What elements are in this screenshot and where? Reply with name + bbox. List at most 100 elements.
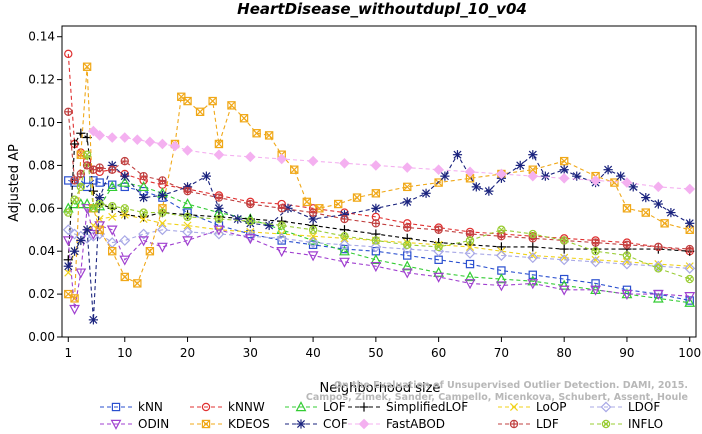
data-point-odin xyxy=(106,225,118,236)
data-point-kdeos xyxy=(120,272,129,282)
legend-label: LOF xyxy=(323,400,346,414)
legend-marker xyxy=(601,419,611,429)
data-point-inflo xyxy=(685,274,694,284)
legend-label: INFLO xyxy=(628,417,663,431)
x-tick-label: 50 xyxy=(368,346,383,360)
data-point-inflo xyxy=(108,201,117,211)
data-point-lof xyxy=(119,176,131,187)
legend-label: FastABOD xyxy=(386,417,445,431)
data-point-loop xyxy=(120,210,129,219)
data-point-cof xyxy=(76,235,86,246)
data-point-cof xyxy=(402,197,412,207)
data-point-kdeos xyxy=(302,197,312,207)
data-point-ldf xyxy=(214,193,224,202)
data-point-knn xyxy=(528,270,537,280)
data-point-odin xyxy=(652,289,664,300)
data-point-ldof xyxy=(527,252,539,264)
data-point-ldof xyxy=(307,237,319,249)
data-point-simplifiedlof xyxy=(434,238,444,248)
data-point-fastabod xyxy=(276,153,288,165)
legend-item-odin: ODIN xyxy=(100,417,169,431)
legend-item-fastabod: FastABOD xyxy=(348,417,445,431)
data-point-cof xyxy=(201,171,211,181)
data-point-ldf xyxy=(308,208,318,217)
y-tick-label: 0.06 xyxy=(28,201,55,215)
legend: kNN kNNW LOF SimplifiedLOF LoOP LDOF ODIN KDEOS… xyxy=(100,400,663,431)
data-point-fastabod xyxy=(307,155,319,167)
data-point-cof xyxy=(616,171,626,181)
data-point-fastabod xyxy=(527,170,539,182)
watermark-authors: Campos, Zimek, Sander, Campello, Micenko… xyxy=(306,392,688,403)
series-fastabod xyxy=(88,125,696,195)
data-point-fastabod xyxy=(132,134,143,145)
data-point-lof xyxy=(75,198,87,209)
data-point-fastabod xyxy=(370,160,382,171)
legend-item-loop: LoOP xyxy=(498,400,567,414)
legend-item-ldof: LDOF xyxy=(590,400,660,414)
legend-marker xyxy=(358,418,370,430)
data-point-inflo xyxy=(403,240,412,249)
series-kdeos xyxy=(64,62,694,303)
x-tick-label: 20 xyxy=(180,346,195,360)
data-point-ldof xyxy=(213,228,225,240)
data-point-odin xyxy=(370,262,382,273)
series-line-inflo xyxy=(67,154,690,280)
data-point-odin xyxy=(138,236,150,247)
data-point-odin xyxy=(69,304,80,315)
data-point-cof xyxy=(528,150,538,160)
data-point-knn xyxy=(277,236,286,245)
data-point-fastabod xyxy=(464,166,476,178)
data-point-odin xyxy=(401,268,413,279)
data-point-ldof xyxy=(495,250,507,261)
data-point-kdeos xyxy=(622,204,632,213)
y-tick-label: 0.02 xyxy=(28,287,55,301)
data-point-ldf xyxy=(70,176,79,185)
legend-item-simplifiedlof: SimplifiedLOF xyxy=(348,400,468,414)
data-point-fastabod xyxy=(621,177,633,188)
data-point-fastabod xyxy=(119,132,131,143)
data-point-kdeos xyxy=(333,199,343,209)
data-point-cof xyxy=(515,160,525,171)
y-tick-label: 0.08 xyxy=(28,158,55,172)
legend-marker xyxy=(359,402,369,412)
data-point-inflo xyxy=(497,225,506,234)
legend-label: LoOP xyxy=(536,400,567,414)
data-point-fastabod xyxy=(590,175,601,186)
data-point-lof xyxy=(558,279,570,290)
data-point-kdeos xyxy=(145,247,155,256)
data-point-cof xyxy=(666,208,676,218)
data-point-cof xyxy=(421,188,431,198)
data-point-cof xyxy=(82,225,92,235)
data-point-kdeos xyxy=(227,101,236,110)
data-point-knn xyxy=(559,274,569,284)
data-point-ldof xyxy=(339,239,350,251)
data-point-ldf xyxy=(277,204,286,213)
data-point-ldf xyxy=(622,240,632,249)
legend-marker xyxy=(509,402,519,412)
data-point-simplifiedlof xyxy=(69,139,80,149)
data-point-inflo xyxy=(64,208,73,217)
legend-marker xyxy=(295,401,307,412)
data-point-ldof xyxy=(370,241,382,253)
plot-border xyxy=(61,25,697,338)
data-point-inflo xyxy=(434,242,443,252)
data-point-knn xyxy=(308,240,318,249)
y-tick-label: 0.10 xyxy=(28,116,55,130)
x-tick-label: 100 xyxy=(678,346,701,360)
data-point-odin xyxy=(339,257,350,268)
data-point-ldf xyxy=(246,199,255,209)
data-point-kdeos xyxy=(108,247,117,256)
data-point-lof xyxy=(339,245,350,256)
data-point-cof xyxy=(283,203,293,213)
data-point-cof xyxy=(339,210,350,220)
data-point-simplifiedlof xyxy=(76,128,86,138)
data-point-ldof xyxy=(464,247,476,259)
legend-item-ldf: LDF xyxy=(498,417,559,431)
data-point-loop xyxy=(139,215,148,224)
data-point-cof xyxy=(685,218,695,228)
series-line-knnw xyxy=(67,53,690,252)
data-point-kdeos xyxy=(239,114,249,123)
data-point-cof xyxy=(371,203,381,213)
data-point-ldof xyxy=(276,232,288,244)
data-point-ldf xyxy=(434,225,443,234)
